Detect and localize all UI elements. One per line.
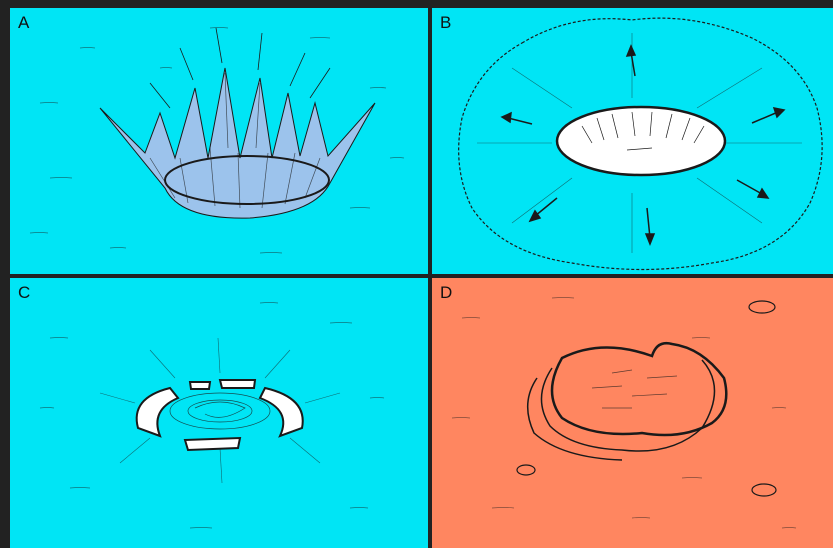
small-crater-1 [748, 300, 776, 314]
panel-c: C [10, 278, 428, 548]
panel-d-label: D [440, 283, 453, 302]
ground-texture-strokes [451, 297, 797, 529]
radial-field-lines [99, 337, 341, 484]
crater-wall-hatching [581, 111, 705, 151]
panel-c-background [10, 278, 428, 548]
small-crater-2 [516, 464, 536, 476]
panel-a-drawing [10, 8, 428, 274]
panel-d: D [432, 278, 833, 548]
small-crater-3 [751, 483, 777, 497]
crater-rim [164, 155, 330, 205]
terraced-rim [527, 359, 716, 461]
water-surface-strokes [29, 27, 405, 254]
swirl-floor [169, 392, 271, 430]
transient-crater [555, 105, 727, 177]
radial-lines [477, 33, 802, 253]
panel-b-label: B [440, 13, 452, 32]
main-crater [550, 342, 728, 437]
outward-arrows [500, 44, 786, 247]
ejecta-curtain [99, 67, 376, 219]
rim-segments [135, 379, 304, 452]
panel-c-drawing [10, 278, 428, 548]
panel-d-drawing [432, 278, 833, 548]
shock-wave-front [458, 17, 823, 271]
panel-c-label: C [18, 283, 31, 302]
panel-b: B [432, 8, 833, 274]
panel-a: A [10, 8, 428, 274]
ejecta-rays [149, 27, 331, 109]
water-surface-strokes [39, 302, 385, 529]
panel-d-background [432, 278, 833, 548]
panel-a-label: A [18, 13, 30, 32]
panel-b-drawing [432, 8, 833, 274]
crater-floor-hatching [591, 369, 678, 409]
